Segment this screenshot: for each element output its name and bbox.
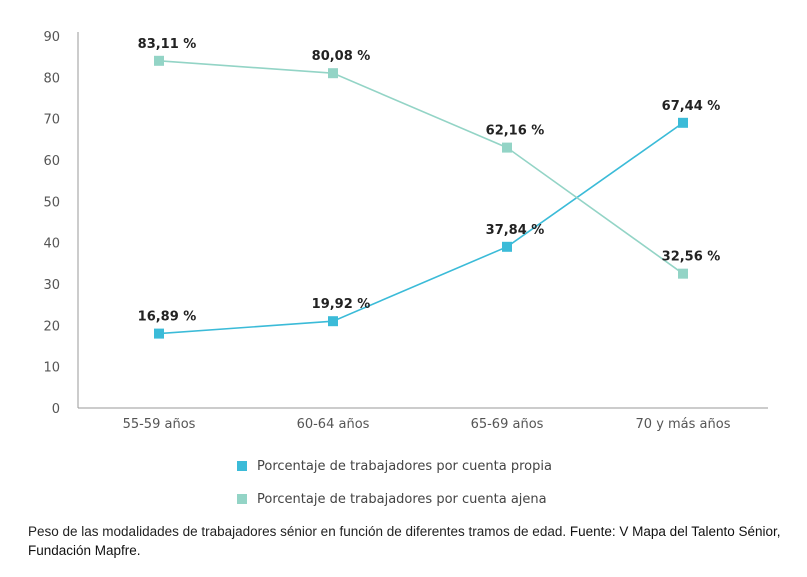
- data-label: 32,56 %: [662, 250, 721, 265]
- legend-item-cuenta-propia: Porcentaje de trabajadores por cuenta pr…: [237, 456, 552, 476]
- data-label: 19,92 %: [312, 297, 371, 312]
- series-line-1: [158, 60, 684, 275]
- y-tick-label: 40: [43, 237, 60, 252]
- y-tick-label: 90: [43, 30, 60, 45]
- legend-swatch-cuenta-propia: [237, 461, 247, 471]
- y-tick-label: 60: [43, 154, 60, 169]
- data-label: 80,08 %: [312, 49, 371, 64]
- figure-caption: Peso de las modalidades de trabajadores …: [28, 522, 788, 560]
- y-axis-ticks: 0 10 20 30 40 50 60 70 80 90: [43, 30, 60, 417]
- x-axis-ticks: 55-59 años 60-64 años 65-69 años 70 y más a…: [123, 417, 731, 432]
- chart-axes: [77, 32, 768, 409]
- legend-swatch-cuenta-ajena: [237, 494, 247, 504]
- y-tick-label: 30: [43, 278, 60, 293]
- data-labels: 16,89 % 19,92 % 37,84 % 67,44 % 83,11 % 80,08…: [138, 37, 721, 325]
- chart-legend: Porcentaje de trabajadores por cuenta pr…: [237, 456, 552, 522]
- x-tick-label: 60-64 años: [297, 417, 370, 432]
- y-tick-label: 10: [43, 361, 60, 376]
- data-label: 83,11 %: [138, 37, 197, 52]
- y-tick-label: 20: [43, 319, 60, 334]
- data-label: 16,89 %: [138, 310, 197, 325]
- series-line-0: [158, 122, 684, 335]
- y-tick-label: 50: [43, 195, 60, 210]
- data-point: [328, 68, 338, 79]
- data-point: [154, 55, 164, 66]
- y-tick-label: 80: [43, 71, 60, 86]
- x-tick-label: 70 y más años: [636, 417, 731, 432]
- x-tick-label: 65-69 años: [471, 417, 544, 432]
- data-point: [678, 268, 688, 279]
- data-label: 62,16 %: [486, 124, 545, 139]
- x-tick-label: 55-59 años: [123, 417, 196, 432]
- data-point: [328, 316, 338, 327]
- line-chart: 0 10 20 30 40 50 60 70 80 90 55-59 años 60-64 años…: [43, 30, 768, 432]
- data-point: [678, 117, 688, 128]
- data-label: 67,44 %: [662, 99, 721, 114]
- series-points: [154, 55, 688, 339]
- legend-label-cuenta-propia: Porcentaje de trabajadores por cuenta pr…: [257, 458, 552, 474]
- data-point: [502, 142, 512, 153]
- y-tick-label: 70: [43, 113, 60, 128]
- data-label: 37,84 %: [486, 223, 545, 238]
- data-point: [154, 328, 164, 339]
- y-tick-label: 0: [52, 402, 60, 417]
- caption-source: Fuente: V Mapa del Talento Sénior, Funda…: [28, 524, 781, 558]
- legend-item-cuenta-ajena: Porcentaje de trabajadores por cuenta aj…: [237, 489, 552, 509]
- caption-text: Peso de las modalidades de trabajadores …: [28, 524, 567, 539]
- data-point: [502, 241, 512, 252]
- legend-label-cuenta-ajena: Porcentaje de trabajadores por cuenta aj…: [257, 491, 547, 507]
- series-lines: [158, 60, 684, 335]
